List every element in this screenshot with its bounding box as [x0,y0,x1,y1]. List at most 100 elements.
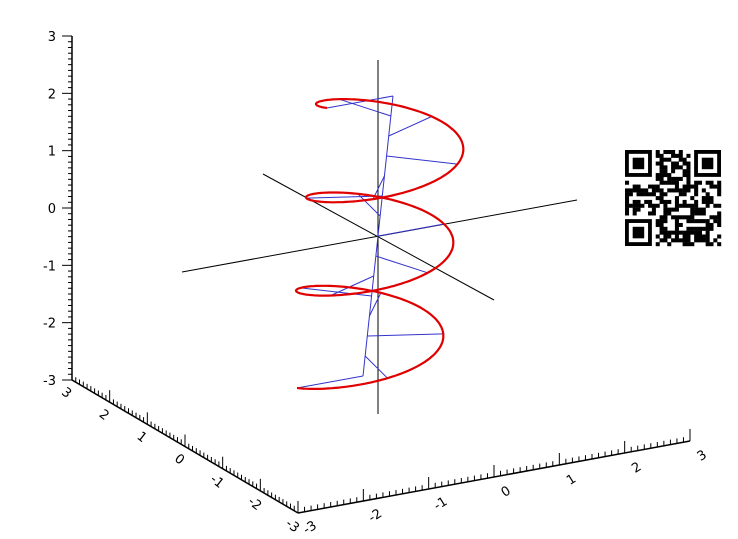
qr-module [675,196,679,200]
qr-module [675,185,679,189]
qr-module [644,200,648,204]
qr-module [717,204,721,208]
qr-module [686,173,690,177]
qr-module [690,185,694,189]
qr-module [675,234,679,238]
qr-module [683,238,687,242]
qr-module [713,204,717,208]
qr-module [694,192,698,196]
qr-module [690,219,694,223]
qr-module [675,177,679,181]
qr-module [709,242,713,246]
qr-module [671,231,675,235]
helix-connector [365,356,387,378]
qr-module [690,204,694,208]
qr-module [717,181,721,185]
qr-module [694,185,698,189]
qr-module [679,231,683,235]
qr-module [663,204,667,208]
qr-module [625,204,629,208]
qr-module [683,242,687,246]
qr-module [709,200,713,204]
helix-connector [376,256,428,273]
qr-module [637,204,641,208]
qr-module [663,215,667,219]
qr-module [679,165,683,169]
qr-module [698,231,702,235]
qr-module [679,238,683,242]
qr-module [663,227,667,231]
qr-module [686,181,690,185]
qr-module [667,231,671,235]
qr-module [679,223,683,227]
qr-module [663,211,667,215]
qr-module [694,188,698,192]
center-axis-lines [182,60,577,414]
qr-module [671,181,675,185]
qr-finder-core [633,227,645,239]
qr-module [660,154,664,158]
qr-module [683,231,687,235]
qr-module [648,204,652,208]
qr-module [663,192,667,196]
qr-module [686,154,690,158]
qr-module [660,177,664,181]
qr-module [683,158,687,162]
qr-module [713,185,717,189]
qr-module [702,188,706,192]
y-tick-label: -2 [245,494,264,514]
qr-module [660,196,664,200]
x-tick-label: 3 [695,447,710,464]
qr-module [717,219,721,223]
qr-module [640,192,644,196]
qr-module [698,227,702,231]
qr-module [706,223,710,227]
qr-module [683,204,687,208]
qr-module [690,242,694,246]
x-tick-label: 2 [629,459,644,476]
qr-module [637,208,641,212]
qr-module [694,204,698,208]
qr-module [640,188,644,192]
qr-module [686,234,690,238]
qr-module [656,196,660,200]
qr-module [652,204,656,208]
qr-module [660,188,664,192]
qr-module [625,211,629,215]
qr-module [660,162,664,166]
qr-module [660,165,664,169]
qr-module [656,188,660,192]
qr-module [706,242,710,246]
z-tick-label: -1 [43,259,56,274]
qr-module [660,169,664,173]
helix-connector [387,156,458,164]
qr-module [675,219,679,223]
qr-module [656,150,660,154]
z-tick-label: -3 [43,374,56,389]
qr-module [625,181,629,185]
qr-module [663,150,667,154]
qr-module [713,238,717,242]
qr-module [660,238,664,242]
qr-module [709,181,713,185]
qr-module [675,162,679,166]
qr-module [702,208,706,212]
qr-module [694,219,698,223]
qr-module [698,208,702,212]
qr-module [663,219,667,223]
x-tick-label: 0 [499,483,514,500]
qr-module [706,227,710,231]
qr-module [663,165,667,169]
qr-module [652,208,656,212]
qr-module [686,238,690,242]
qr-module [686,215,690,219]
qr-module [675,231,679,235]
qr-module [625,196,629,200]
qr-module [648,211,652,215]
qr-module [648,185,652,189]
qr-module [713,215,717,219]
qr-module [717,234,721,238]
qr-finder-core [702,158,714,170]
qr-module [644,192,648,196]
